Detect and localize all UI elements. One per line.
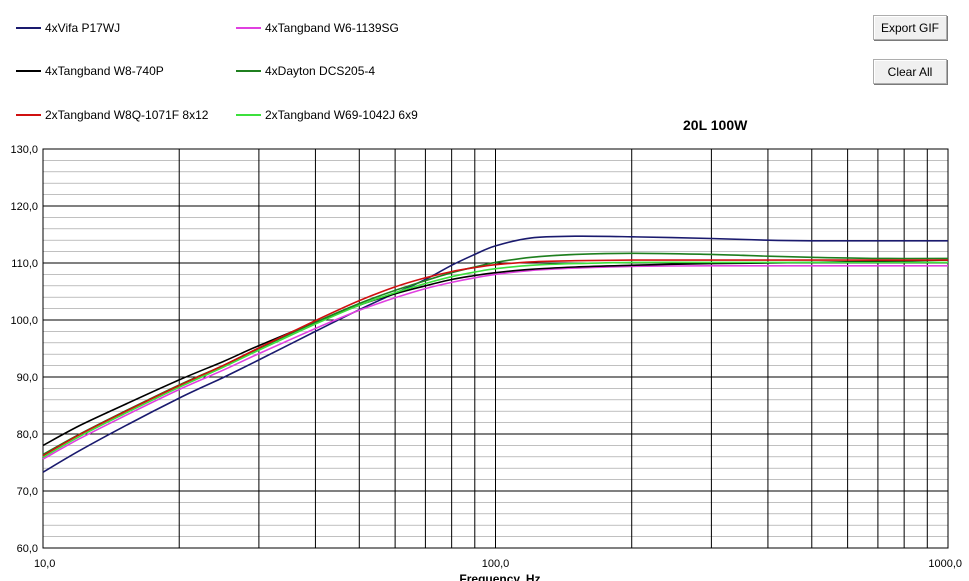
series-line-1	[42, 235, 948, 473]
legend-item-2: 4xTangband W6-1139SG	[236, 20, 399, 36]
y-tick-label: 70,0	[17, 486, 38, 498]
export-gif-button[interactable]: Export GIF	[873, 15, 947, 40]
legend-item-3: 4xTangband W8-740P	[16, 63, 164, 79]
x-axis-label: Frequency, Hz	[459, 572, 540, 581]
legend-item-6: 2xTangband W69-1042J 6x9	[236, 107, 418, 123]
y-tick-label: 120,0	[10, 201, 38, 213]
legend-swatch	[16, 70, 41, 72]
legend-swatch	[236, 114, 261, 116]
y-tick-label: 130,0	[10, 144, 38, 156]
y-tick-label: 80,0	[17, 429, 38, 441]
grid	[42, 148, 949, 549]
y-tick-label: 90,0	[17, 372, 38, 384]
legend-swatch	[16, 114, 41, 116]
legend-label: 4xVifa P17WJ	[45, 21, 121, 35]
x-tick-label: 100,0	[482, 558, 510, 570]
chart-title: 20L 100W	[683, 117, 748, 133]
y-tick-label: 100,0	[10, 315, 38, 327]
legend-label: 2xTangband W69-1042J 6x9	[265, 108, 418, 122]
x-tick-label: 1000,0	[928, 558, 962, 570]
legend-label: 2xTangband W8Q-1071F 8x12	[45, 108, 209, 122]
legend-label: 4xDayton DCS205-4	[265, 64, 376, 78]
legend-swatch	[16, 27, 41, 29]
series-line-2	[42, 264, 948, 460]
legend-swatch	[236, 27, 261, 29]
legend-item-4: 4xDayton DCS205-4	[236, 63, 375, 79]
series-line-5	[42, 259, 948, 457]
clear-all-button[interactable]: Clear All	[873, 59, 947, 84]
y-tick-label: 60,0	[17, 543, 38, 555]
legend-item-1: 4xVifa P17WJ	[16, 20, 120, 36]
x-tick-label: 10,0	[34, 558, 55, 570]
legend-label: 4xTangband W6-1139SG	[265, 21, 399, 35]
series-lines	[42, 235, 949, 473]
y-tick-label: 110,0	[11, 258, 38, 270]
series-line-6	[42, 261, 948, 459]
legend-label: 4xTangband W8-740P	[45, 64, 164, 78]
legend-swatch	[236, 70, 261, 72]
tick-labels: 130,0 120,0 110,0 100,0 90,0 80,0 70,0 60,0 10,0…	[10, 144, 962, 570]
legend-item-5: 2xTangband W8Q-1071F 8x12	[16, 107, 208, 123]
